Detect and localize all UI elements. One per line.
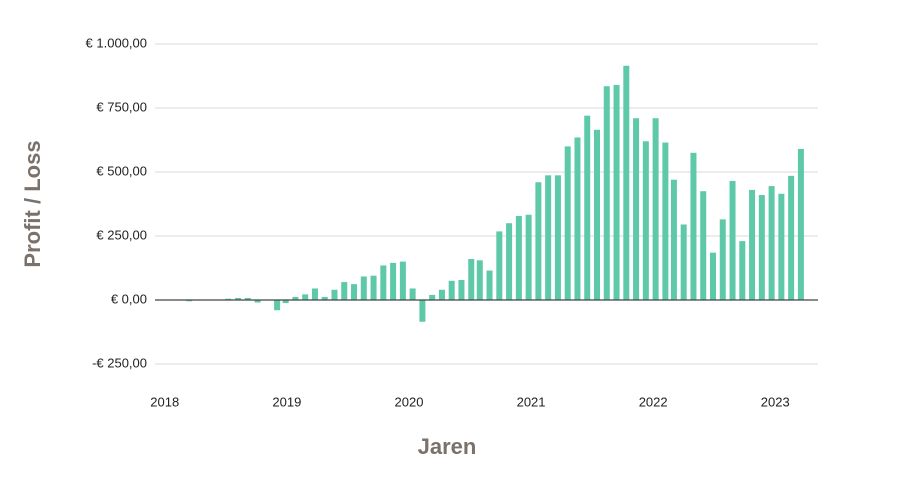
bar (399, 261, 406, 300)
bar (729, 180, 736, 300)
y-tick-label: € 0,00 (111, 291, 147, 306)
x-tick-label: 2021 (517, 394, 546, 409)
bar (564, 146, 571, 300)
bar (341, 282, 348, 300)
bar (633, 118, 640, 301)
bar (652, 118, 659, 301)
bar (380, 265, 387, 300)
bar (254, 300, 261, 303)
bar (788, 175, 795, 300)
bar (370, 275, 377, 300)
bar (321, 296, 328, 300)
bar (186, 300, 193, 302)
x-tick-label: 2022 (639, 394, 668, 409)
bar (603, 86, 610, 301)
bar (749, 189, 756, 300)
bar (486, 270, 493, 300)
bar (458, 280, 465, 300)
bar (476, 260, 483, 300)
bar (292, 296, 299, 300)
y-tick-label: € 1.000,00 (86, 35, 147, 50)
x-axis-title: Jaren (418, 434, 477, 459)
bar (331, 289, 338, 300)
y-tick-label: € 750,00 (96, 99, 147, 114)
bar (448, 280, 455, 300)
bar (506, 223, 513, 300)
x-tick-label: 2023 (761, 394, 790, 409)
bar (515, 216, 522, 300)
bar (535, 182, 542, 300)
bar (525, 214, 532, 300)
bar (545, 175, 552, 300)
y-tick-label: -€ 250,00 (92, 355, 147, 370)
x-tick-label: 2019 (272, 394, 301, 409)
x-tick-label: 2018 (150, 394, 179, 409)
bar (690, 152, 697, 300)
bar (438, 289, 445, 300)
bar (584, 115, 591, 301)
bar (662, 142, 669, 300)
bar (274, 300, 281, 311)
bar (642, 141, 649, 300)
bar (360, 276, 367, 300)
bar (797, 148, 804, 300)
y-tick-label: € 500,00 (96, 163, 147, 178)
bar (700, 191, 707, 300)
bar (244, 297, 251, 300)
y-axis-title: Profit / Loss (20, 140, 45, 267)
bar (574, 137, 581, 300)
bar (429, 294, 436, 300)
bar (468, 259, 475, 300)
y-tick-label: € 250,00 (96, 227, 147, 242)
bar (390, 262, 397, 300)
bar (409, 288, 416, 300)
bar (496, 231, 503, 300)
bar (778, 193, 785, 300)
bar (768, 186, 775, 300)
bar (670, 179, 677, 300)
bar (739, 241, 746, 300)
bar (613, 84, 620, 301)
bar (623, 65, 630, 300)
bar (419, 300, 426, 322)
bar (282, 300, 289, 304)
bar (594, 129, 600, 300)
bar (719, 219, 726, 300)
x-tick-label: 2020 (395, 394, 424, 409)
bar (302, 294, 309, 300)
bar (554, 175, 561, 300)
bar (311, 288, 318, 300)
bar (758, 195, 765, 300)
bar (235, 297, 242, 300)
bar (225, 298, 232, 300)
bar (680, 224, 687, 300)
bar (351, 284, 358, 300)
bar (709, 252, 716, 300)
